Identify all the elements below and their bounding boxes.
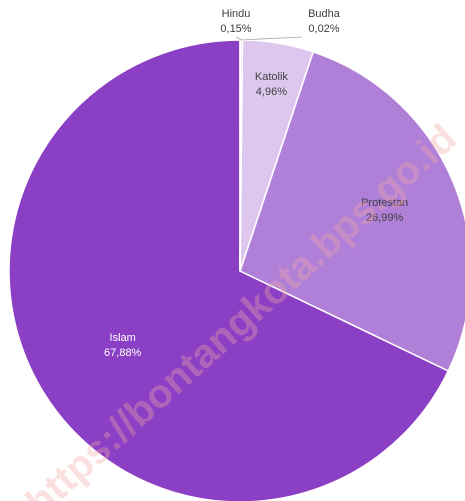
leader-line-hindu — [235, 36, 242, 41]
slice-label-budha: Budha 0,02% — [308, 8, 341, 35]
slice-value-protestan: 26,99% — [366, 212, 404, 224]
slice-value-islam: 67,88% — [104, 347, 142, 359]
slice-value-hindu: 0,15% — [220, 23, 251, 35]
slice-name-katolik: Katolik — [255, 71, 289, 83]
slice-label-islam: Islam 67,88% — [104, 332, 142, 359]
pie-slices — [8, 39, 465, 501]
slice-protestan — [239, 50, 465, 372]
slice-name-budha: Budha — [308, 8, 341, 20]
slice-label-katolik: Katolik 4,96% — [255, 71, 289, 98]
slice-name-protestan: Protestan — [361, 197, 408, 209]
slice-name-islam: Islam — [110, 332, 136, 344]
slice-name-hindu: Hindu — [222, 8, 251, 20]
slice-labels: Islam 67,88% Protestan 26,99% Katolik 4,96% Hi… — [104, 8, 408, 359]
slice-label-hindu: Hindu 0,15% — [220, 8, 251, 35]
slice-value-katolik: 4,96% — [256, 86, 287, 98]
slice-value-budha: 0,02% — [308, 23, 339, 35]
slice-label-protestan: Protestan 26,99% — [361, 197, 408, 224]
leader-lines — [235, 36, 303, 41]
leader-line-budha — [240, 36, 303, 41]
slice-islam — [8, 39, 450, 501]
